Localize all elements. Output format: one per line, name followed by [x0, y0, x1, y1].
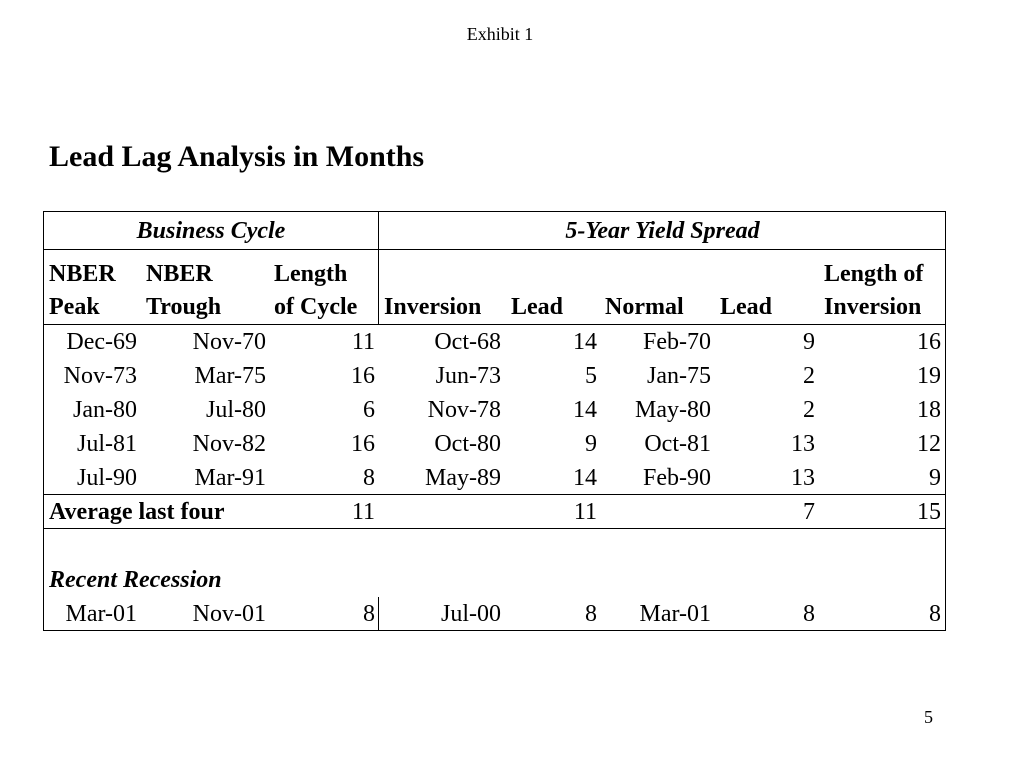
table-row-2-length-of-cycle: 6	[363, 397, 375, 423]
group-header-yield-spread: 5-Year Yield Spread	[565, 218, 760, 244]
table-row-0-nber-trough: Nov-70	[192, 329, 266, 355]
average-inversion-lead: 11	[573, 499, 597, 525]
col-header-inversion-lead: Lead	[511, 294, 564, 320]
table-row-2-normal: May-80	[635, 397, 711, 423]
table-row-2-nber-peak: Jan-80	[73, 397, 137, 423]
table-row-1-normal: Jan-75	[647, 363, 711, 389]
recent-row-length-of-inversion: 8	[929, 601, 941, 627]
table-row-3-nber-trough: Nov-82	[192, 431, 266, 457]
col-header-length-inversion-line2: Inversion	[824, 294, 922, 320]
recent-row-length-of-cycle: 8	[363, 601, 375, 627]
table-row-1-normal-lead: 2	[803, 363, 815, 389]
table-row-2-normal-lead: 2	[803, 397, 815, 423]
table-row-0-normal-lead: 9	[803, 329, 815, 355]
section-divider-top	[378, 212, 379, 324]
page-title: Lead Lag Analysis in Months	[49, 140, 425, 173]
recent-row-nber-peak: Mar-01	[65, 601, 138, 627]
lead-lag-table: Business Cycle 5-Year Yield Spread NBER …	[43, 211, 946, 631]
col-header-length-cycle-line2: of Cycle	[274, 294, 358, 320]
column-header-divider	[44, 324, 945, 325]
table-row-4-nber-trough: Mar-91	[194, 465, 267, 491]
col-header-inversion: Inversion	[384, 294, 482, 320]
recent-row-normal-lead: 8	[803, 601, 815, 627]
table-row-0-length-of-inversion: 16	[917, 329, 941, 355]
table-row-1-inversion: Jun-73	[435, 363, 501, 389]
table-row-4-normal: Feb-90	[643, 465, 711, 491]
table-row-2-nber-trough: Jul-80	[206, 397, 266, 423]
col-header-normal-lead: Lead	[720, 294, 773, 320]
col-header-nber-trough-line1: NBER	[146, 261, 213, 287]
table-row-0-normal: Feb-70	[643, 329, 711, 355]
table-row-1-nber-trough: Mar-75	[194, 363, 267, 389]
table-row-4-length-of-cycle: 8	[363, 465, 375, 491]
table-row-1-length-of-inversion: 19	[917, 363, 941, 389]
table-row-1-inversion-lead: 5	[585, 363, 597, 389]
recent-recession-label: Recent Recession	[49, 567, 222, 593]
table-row-1-nber-peak: Nov-73	[63, 363, 137, 389]
table-row-3-normal-lead: 13	[791, 431, 815, 457]
table-row-3-inversion: Oct-80	[434, 431, 501, 457]
table-row-0-nber-peak: Dec-69	[66, 329, 137, 355]
col-header-nber-trough-line2: Trough	[146, 294, 222, 320]
table-row-4-nber-peak: Jul-90	[77, 465, 137, 491]
group-header-divider	[44, 249, 945, 250]
table-row-3-inversion-lead: 9	[585, 431, 597, 457]
exhibit-label: Exhibit 1	[466, 24, 534, 44]
table-row-0-inversion: Oct-68	[434, 329, 501, 355]
average-top-divider	[44, 494, 945, 495]
table-row-0-inversion-lead: 14	[573, 329, 597, 355]
average-length-of-cycle: 11	[351, 499, 375, 525]
recent-row-nber-trough: Nov-01	[192, 601, 266, 627]
table-row-2-length-of-inversion: 18	[917, 397, 941, 423]
table-row-4-length-of-inversion: 9	[929, 465, 941, 491]
average-normal-lead: 7	[803, 499, 815, 525]
table-row-3-normal: Oct-81	[644, 431, 711, 457]
recent-row-inversion-lead: 8	[585, 601, 597, 627]
average-label: Average last four	[49, 499, 225, 525]
average-bottom-divider	[44, 528, 945, 529]
section-divider-recent	[378, 597, 379, 630]
recent-row-inversion: Jul-00	[441, 601, 501, 627]
page-number: 5	[924, 707, 933, 727]
table-row-4-inversion-lead: 14	[573, 465, 597, 491]
table-row-1-length-of-cycle: 16	[351, 363, 375, 389]
col-header-normal: Normal	[605, 294, 684, 320]
table-row-0-length-of-cycle: 11	[351, 329, 375, 355]
col-header-length-inversion-line1: Length of	[824, 261, 924, 287]
table-row-4-inversion: May-89	[425, 465, 501, 491]
table-row-3-length-of-cycle: 16	[351, 431, 375, 457]
table-row-3-nber-peak: Jul-81	[77, 431, 137, 457]
recent-row-normal: Mar-01	[639, 601, 712, 627]
table-row-2-inversion-lead: 14	[573, 397, 597, 423]
col-header-length-cycle-line1: Length	[274, 261, 348, 287]
average-length-of-inversion: 15	[917, 499, 941, 525]
col-header-nber-peak-line1: NBER	[49, 261, 116, 287]
group-header-business-cycle: Business Cycle	[136, 218, 286, 244]
table-row-2-inversion: Nov-78	[427, 397, 501, 423]
col-header-nber-peak-line2: Peak	[49, 294, 100, 320]
table-row-3-length-of-inversion: 12	[917, 431, 941, 457]
table-row-4-normal-lead: 13	[791, 465, 815, 491]
